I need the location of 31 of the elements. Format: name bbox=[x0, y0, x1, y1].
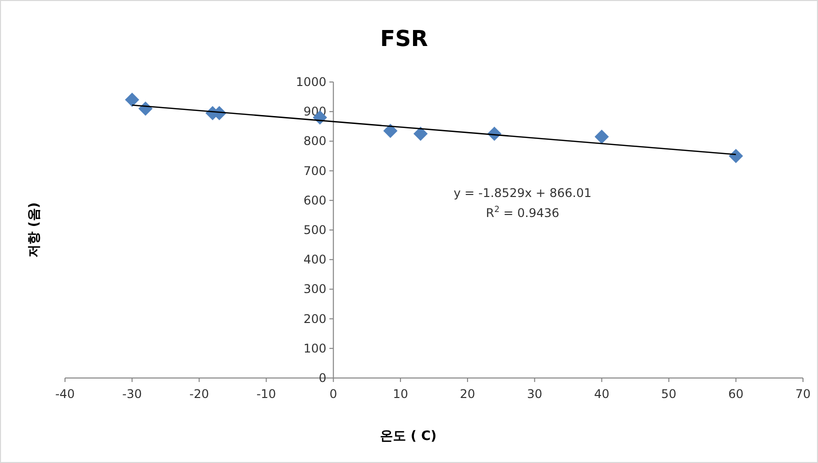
point bbox=[594, 130, 609, 144]
point bbox=[124, 92, 140, 107]
y-tick-label: 400 bbox=[303, 252, 326, 267]
x-tick-label: -30 bbox=[122, 387, 142, 401]
point bbox=[728, 148, 744, 164]
x-tick-label: 50 bbox=[661, 387, 676, 401]
x-tick-label: 40 bbox=[594, 387, 610, 401]
x-tick-label: -40 bbox=[55, 387, 75, 401]
y-tick-label: 600 bbox=[303, 193, 326, 208]
y-tick-label: 700 bbox=[303, 164, 326, 178]
y-tick-label: 1000 bbox=[296, 75, 326, 89]
x-tick-label: 0 bbox=[330, 387, 338, 401]
y-tick-label: 500 bbox=[303, 223, 326, 237]
x-tick-label: -20 bbox=[189, 387, 209, 401]
x-tick-label: 60 bbox=[728, 387, 744, 401]
y-tick-label: 300 bbox=[303, 282, 326, 296]
y-tick-label: 800 bbox=[303, 134, 326, 148]
x-tick-label: -10 bbox=[256, 387, 276, 401]
x-tick-label: 70 bbox=[795, 387, 811, 401]
y-axis-title: 저항 (옴) bbox=[27, 202, 42, 258]
y-tick-label: 100 bbox=[303, 341, 326, 356]
x-tick-label: 10 bbox=[392, 387, 408, 401]
annotation: R$^{2}$ = 0.9436 bbox=[486, 204, 560, 220]
point bbox=[383, 124, 398, 138]
annotation: y = -1.8529x + 866.01 bbox=[454, 186, 592, 200]
x-axis-title: 온도 ( C) bbox=[380, 429, 437, 444]
point bbox=[413, 126, 428, 141]
x-tick-label: 20 bbox=[460, 387, 476, 401]
x-tick-label: 30 bbox=[526, 387, 542, 401]
chart-title: FSR bbox=[380, 27, 428, 52]
y-tick-label: 200 bbox=[303, 312, 326, 326]
